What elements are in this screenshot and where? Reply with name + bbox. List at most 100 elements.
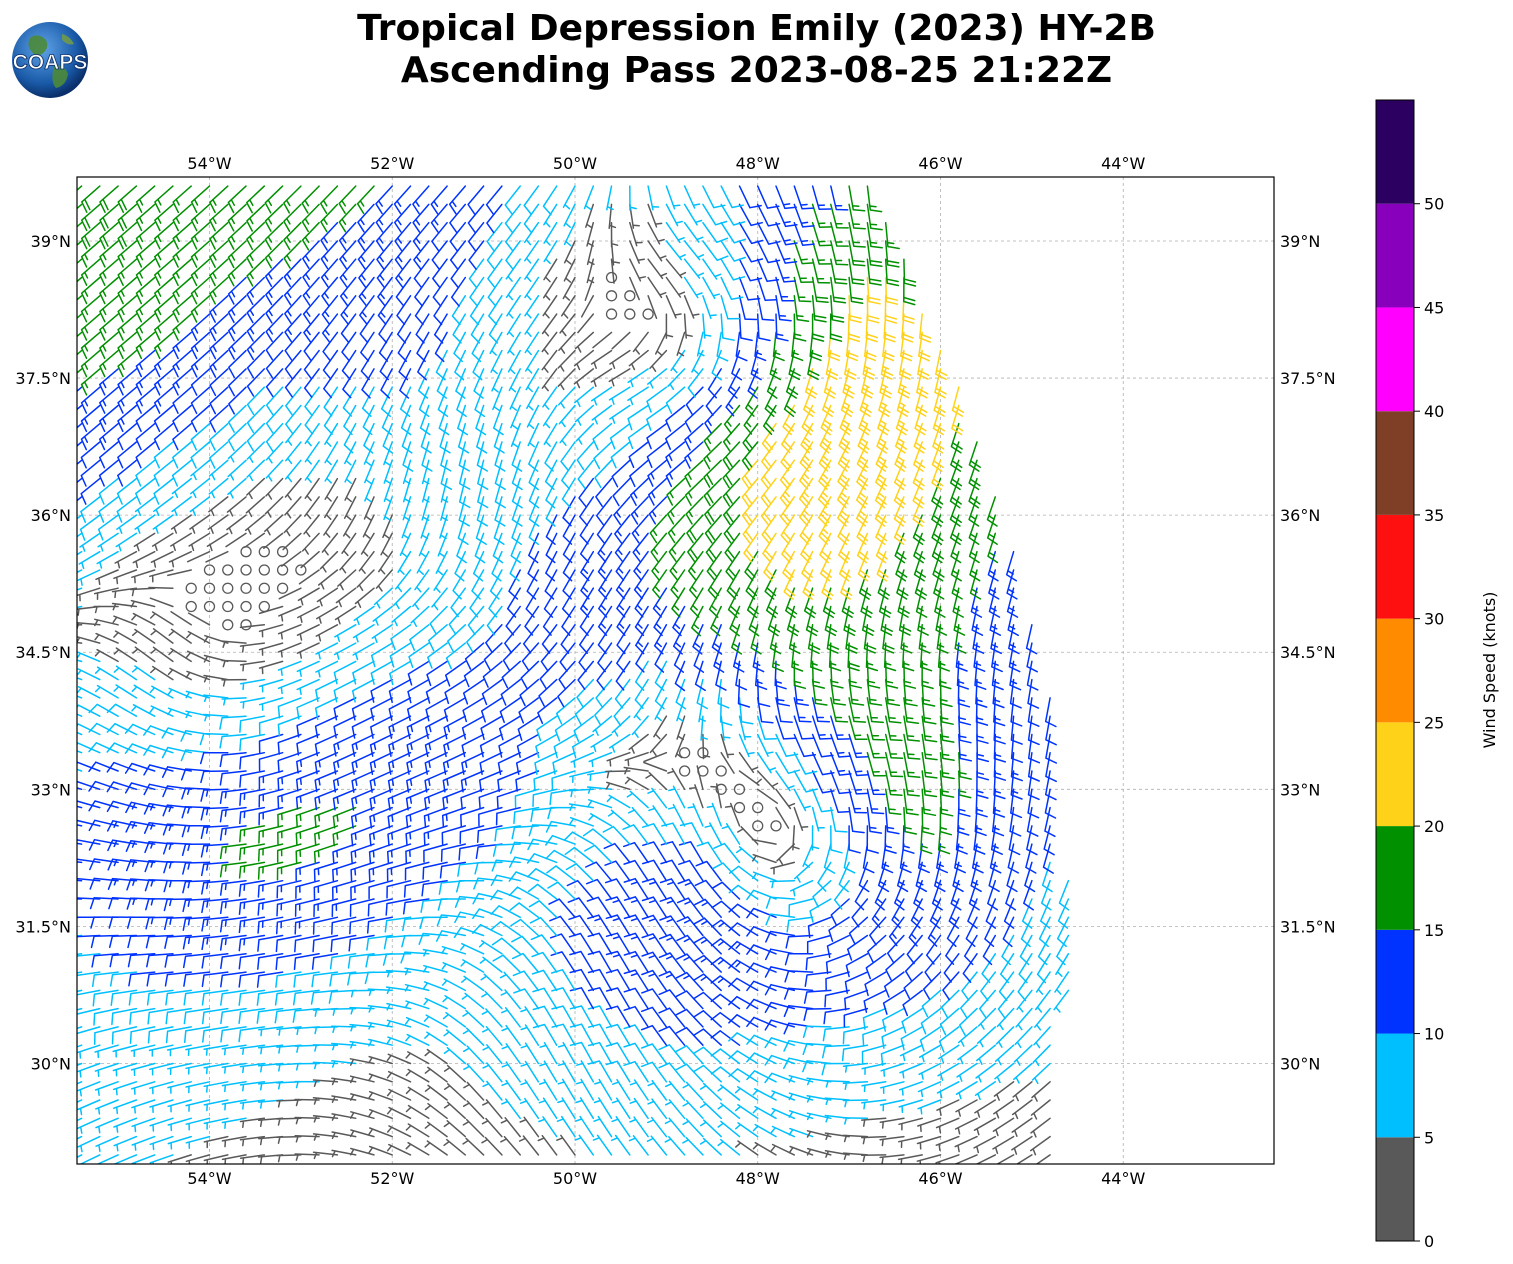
wind-barb [805, 953, 832, 971]
wind-barb [111, 1007, 138, 1026]
wind-barb [563, 221, 576, 247]
wind-barb [775, 697, 793, 723]
wind-barb [112, 1044, 138, 1058]
wind-barb [508, 886, 540, 900]
wind-barb [351, 733, 375, 757]
wind-barb [203, 1154, 229, 1164]
wind-barb [368, 1073, 393, 1083]
wind-barb [957, 1044, 978, 1065]
wind-barb [676, 916, 704, 937]
wind-barb [803, 989, 832, 1004]
wind-barb [502, 642, 521, 671]
wind-barb [99, 295, 119, 323]
wind-barb [363, 496, 375, 521]
colorbar-tick-label: 50 [1424, 195, 1444, 214]
wind-barb [683, 203, 703, 226]
wind-barb [511, 825, 540, 840]
wind-barb [200, 806, 229, 821]
wind-barb [246, 313, 266, 342]
wind-barb [558, 404, 576, 428]
wind-barb [430, 185, 448, 215]
wind-barb [77, 1007, 101, 1024]
wind-barb [782, 404, 796, 436]
wind-barb [1056, 916, 1070, 948]
wind-barb [1010, 715, 1023, 745]
wind-barb [429, 605, 448, 635]
wind-barb [510, 918, 540, 937]
wind-barb [190, 203, 211, 232]
wind-barb [334, 605, 357, 625]
wind-barb [548, 898, 576, 919]
wind-barb [874, 477, 887, 509]
wind-barb [478, 788, 503, 810]
wind-barb [153, 459, 174, 487]
wind-barb [209, 185, 229, 214]
wind-barb [133, 532, 156, 552]
wind-barb [973, 825, 986, 855]
logo-text: COAPS [13, 51, 88, 74]
wind-barb [857, 550, 870, 582]
wind-barb [665, 459, 686, 488]
wind-barb [596, 660, 613, 691]
wind-barb [658, 1007, 686, 1028]
wind-barb [635, 624, 649, 655]
wind-barb [443, 697, 467, 722]
wind-barb [771, 642, 784, 673]
wind-barb [647, 240, 667, 262]
wind-barb [496, 788, 521, 809]
wind-barb [728, 903, 759, 919]
wind-barb [999, 953, 1015, 984]
wind-barb [843, 1007, 869, 1028]
wind-barb [694, 879, 722, 900]
wind-barb [713, 642, 725, 673]
wind-barb [862, 349, 875, 380]
wind-barb [848, 678, 865, 706]
wind-barb [461, 733, 485, 758]
wind-barb [886, 934, 905, 964]
wind-barb [866, 715, 886, 741]
wind-barb [724, 802, 741, 827]
wind-barb [209, 203, 229, 232]
wind-barb [167, 1154, 192, 1164]
wind-barb [818, 514, 832, 545]
wind-barb [518, 1135, 540, 1156]
wind-barb [77, 750, 83, 754]
wind-barb [153, 349, 174, 378]
wind-barb [423, 964, 448, 973]
wind-barb [320, 258, 339, 288]
wind-barb [349, 1093, 375, 1101]
lat-label-right: 30°N [1280, 1054, 1320, 1073]
wind-barb [752, 1105, 777, 1120]
wind-barb [738, 276, 761, 301]
wind-barb [1053, 989, 1070, 1013]
wind-barb [294, 1062, 320, 1071]
wind-barb [692, 624, 704, 655]
wind-barb [89, 896, 119, 910]
wind-barb [324, 422, 339, 447]
lon-label-top: 46°W [918, 154, 962, 173]
wind-barb [264, 240, 284, 269]
wind-barb [665, 258, 687, 279]
wind-barb [203, 1135, 229, 1149]
wind-barb [285, 422, 302, 446]
wind-barb [830, 715, 850, 740]
wind-barb [508, 856, 540, 868]
wind-barb [413, 258, 430, 289]
wind-barb [731, 624, 743, 655]
wind-barb [477, 459, 489, 490]
wind-barb [442, 994, 467, 1010]
wind-barb [149, 1099, 174, 1114]
wind-barb [375, 221, 393, 252]
wind-barb [246, 441, 266, 463]
wind-barb [314, 770, 339, 793]
wind-barb [554, 715, 576, 742]
wind-barb [395, 258, 412, 289]
wind-barb [943, 953, 960, 983]
wind-barb [471, 569, 485, 600]
colorbar-bin [1376, 826, 1414, 930]
wind-barb [509, 902, 540, 919]
calm-wind-marker [624, 308, 636, 320]
wind-barb [553, 733, 576, 759]
wind-barb [573, 715, 595, 743]
wind-barb [338, 221, 357, 251]
